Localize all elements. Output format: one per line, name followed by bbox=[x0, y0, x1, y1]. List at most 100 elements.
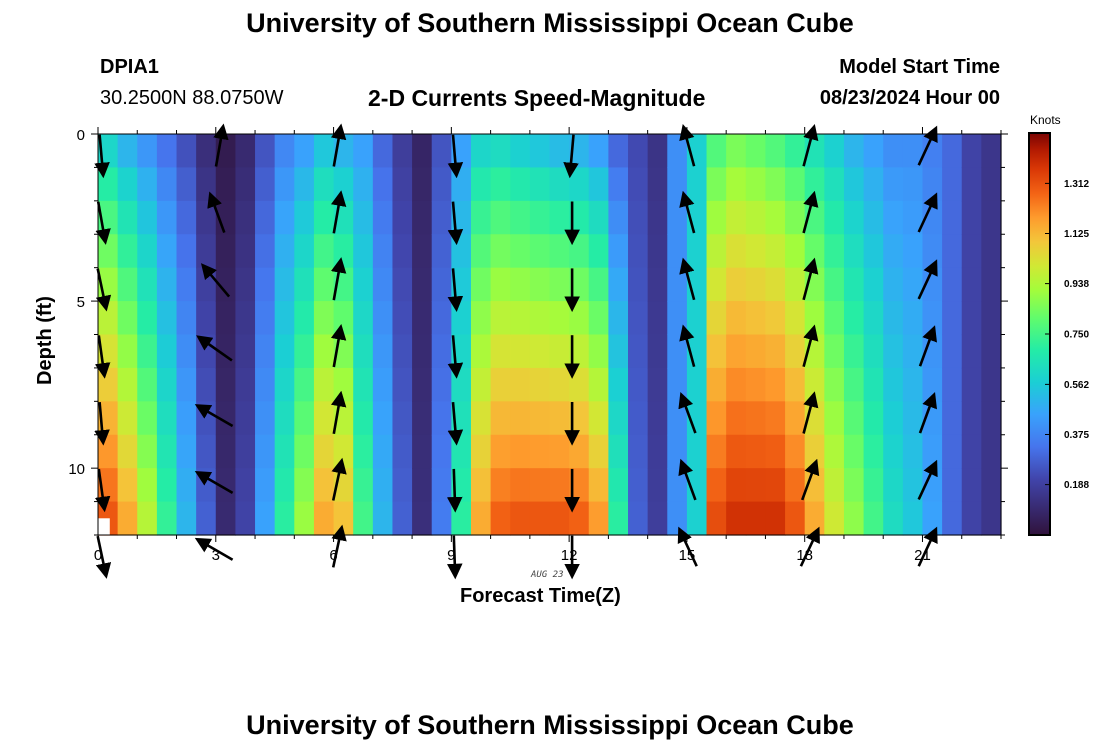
heatmap-cell bbox=[294, 301, 315, 336]
heatmap-cell bbox=[667, 434, 688, 469]
heatmap-cell bbox=[490, 267, 511, 302]
heatmap-cell bbox=[117, 200, 138, 235]
heatmap-cell bbox=[628, 367, 649, 402]
current-vector bbox=[679, 324, 696, 368]
heatmap-cell bbox=[313, 134, 335, 169]
heatmap-cell bbox=[804, 234, 825, 269]
current-vector bbox=[94, 468, 111, 513]
heatmap-cell bbox=[628, 501, 649, 536]
heatmap-cell bbox=[745, 367, 767, 402]
heatmap-cell bbox=[431, 334, 452, 369]
heatmap-cell bbox=[961, 267, 982, 302]
heatmap-cell bbox=[824, 334, 845, 369]
heatmap-cell bbox=[902, 468, 924, 503]
heatmap-cell bbox=[902, 267, 924, 302]
heatmap-cell bbox=[529, 301, 551, 336]
heatmap-cell bbox=[156, 367, 178, 402]
heatmap-cell bbox=[451, 434, 472, 469]
heatmap-cell bbox=[98, 434, 119, 469]
date-label: AUG 23 bbox=[531, 570, 564, 580]
current-vector bbox=[447, 134, 464, 179]
heatmap-cell bbox=[470, 167, 492, 202]
heatmap-cell bbox=[883, 501, 904, 536]
heatmap-cell bbox=[628, 301, 649, 336]
heatmap-cell bbox=[431, 267, 452, 302]
heatmap-cell bbox=[628, 200, 649, 235]
current-vector bbox=[447, 335, 464, 379]
heatmap-cell bbox=[431, 434, 452, 469]
heatmap-cell bbox=[392, 301, 413, 336]
heatmap-cell bbox=[255, 234, 276, 269]
heatmap-cell bbox=[942, 167, 963, 202]
heatmap-cell bbox=[117, 301, 138, 336]
heatmap-cell bbox=[510, 401, 531, 436]
heatmap-cell bbox=[667, 267, 688, 302]
heatmap-cell bbox=[176, 267, 197, 302]
heatmap-cell bbox=[431, 401, 452, 436]
current-vector bbox=[330, 190, 347, 234]
heatmap-cell bbox=[785, 200, 806, 235]
heatmap-cell bbox=[137, 401, 158, 436]
heatmap-cell bbox=[961, 301, 982, 336]
heatmap-cell bbox=[569, 134, 590, 169]
heatmap-cell bbox=[726, 234, 747, 269]
heatmap-cell bbox=[647, 301, 668, 336]
heatmap-cell bbox=[451, 234, 472, 269]
heatmap-cell bbox=[313, 367, 335, 402]
heatmap-cell bbox=[922, 167, 943, 202]
heatmap-cell bbox=[765, 367, 786, 402]
heatmap-cell bbox=[156, 468, 178, 503]
heatmap-cell bbox=[569, 234, 590, 269]
y-axis-title: Depth (ft) bbox=[34, 296, 56, 385]
current-vector bbox=[447, 201, 464, 246]
heatmap-cell bbox=[706, 267, 727, 302]
heatmap-cell bbox=[549, 200, 570, 235]
current-vectors bbox=[94, 123, 938, 580]
heatmap-cell bbox=[392, 501, 413, 536]
heatmap-cell bbox=[686, 301, 708, 336]
heatmap-cell bbox=[765, 134, 786, 169]
heatmap-cell bbox=[274, 267, 295, 302]
heatmap-cell bbox=[274, 334, 295, 369]
heatmap-cell bbox=[412, 367, 433, 402]
heatmap-cell bbox=[883, 134, 904, 169]
heatmap-cell bbox=[883, 200, 904, 235]
heatmap-cell bbox=[294, 367, 315, 402]
heatmap-cell bbox=[451, 267, 472, 302]
heatmap-cell bbox=[863, 267, 884, 302]
heatmap-cell bbox=[274, 367, 295, 402]
heatmap-cell bbox=[333, 434, 354, 469]
current-vector bbox=[563, 134, 579, 179]
heatmap-cell bbox=[353, 401, 374, 436]
heatmap-cell bbox=[765, 301, 786, 336]
heatmap-cell bbox=[726, 134, 747, 169]
heatmap-cell bbox=[529, 267, 551, 302]
current-vector bbox=[800, 458, 820, 501]
heatmap-cell bbox=[942, 367, 963, 402]
heatmap-cell bbox=[490, 167, 511, 202]
heatmap-cell bbox=[490, 301, 511, 336]
heatmap-cell bbox=[647, 367, 668, 402]
heatmap-cell bbox=[392, 434, 413, 469]
heatmap-cell bbox=[235, 468, 256, 503]
heatmap-cell bbox=[372, 301, 394, 336]
heatmap-cell bbox=[196, 367, 217, 402]
current-vector bbox=[194, 471, 234, 495]
heatmap-cell bbox=[942, 267, 963, 302]
heatmap-cell bbox=[431, 501, 452, 536]
heatmap-cell bbox=[255, 267, 276, 302]
heatmap-cell bbox=[156, 301, 178, 336]
heatmap-cell bbox=[372, 267, 394, 302]
heatmap-cell bbox=[667, 301, 688, 336]
heatmap-cell bbox=[549, 434, 570, 469]
heatmap-cell bbox=[196, 167, 217, 202]
heatmap-cell bbox=[392, 234, 413, 269]
heatmap-cell bbox=[843, 234, 865, 269]
heatmap-cell bbox=[490, 401, 511, 436]
colorbar-tick-label: 1.312 bbox=[1064, 179, 1089, 190]
heatmap-cell bbox=[215, 267, 237, 302]
model-start-label: Model Start Time bbox=[839, 56, 1000, 78]
heatmap-cell bbox=[215, 468, 237, 503]
heatmap-cell bbox=[628, 234, 649, 269]
heatmap-cell bbox=[804, 501, 825, 536]
